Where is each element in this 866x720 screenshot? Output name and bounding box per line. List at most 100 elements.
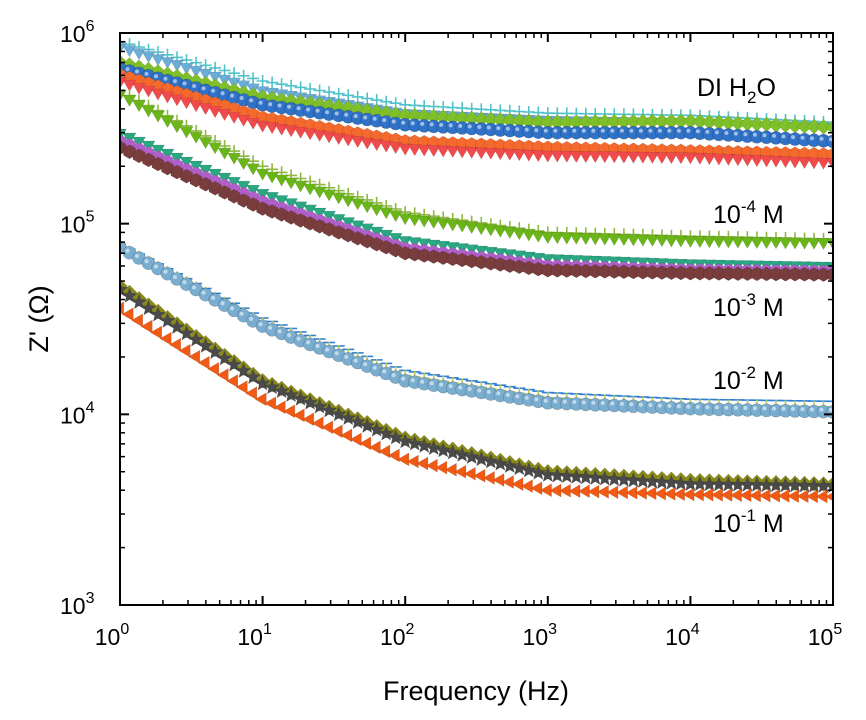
- y-tick-label: 104: [60, 399, 95, 428]
- data-point: [237, 193, 250, 208]
- curve-label-part: 10: [713, 510, 741, 538]
- data-point-highlight: [239, 311, 244, 316]
- data-point: [379, 140, 394, 153]
- data-point: [256, 201, 269, 216]
- data-point: [284, 177, 299, 190]
- data-point: [825, 119, 833, 136]
- data-point: [331, 133, 346, 146]
- curve-label-part: 2: [747, 88, 756, 107]
- y-tick-exponent: 6: [86, 18, 95, 35]
- data-point: [434, 441, 452, 458]
- data-point-highlight: [676, 128, 681, 133]
- data-point-highlight: [819, 136, 824, 141]
- data-point-highlight: [372, 365, 377, 370]
- data-point: [607, 234, 622, 246]
- y-tick-label: 106: [60, 18, 95, 47]
- y-axis-title: Z' (Ω): [24, 285, 54, 352]
- data-point: [474, 223, 489, 236]
- data-point: [787, 117, 803, 134]
- data-point-highlight: [572, 128, 577, 133]
- data-point: [293, 201, 308, 214]
- data-point: [189, 65, 204, 78]
- data-point: [218, 185, 231, 200]
- data-point: [720, 476, 737, 492]
- data-point: [187, 331, 205, 347]
- data-point: [379, 240, 393, 255]
- data-point-highlight: [230, 306, 235, 311]
- data-point: [626, 234, 641, 247]
- data-point-highlight: [762, 133, 767, 138]
- data-point: [199, 177, 212, 192]
- data-point: [358, 417, 376, 434]
- data-point-highlight: [353, 358, 358, 363]
- y-tick-base: 10: [60, 212, 86, 238]
- curve-label: DI H2O: [697, 74, 776, 107]
- data-point-highlight: [144, 71, 149, 76]
- data-point-highlight: [220, 91, 225, 96]
- data-point: [320, 401, 338, 418]
- data-point: [826, 267, 833, 282]
- data-point: [578, 151, 593, 164]
- data-point-highlight: [315, 108, 320, 113]
- data-point: [531, 150, 546, 163]
- data-point: [303, 183, 318, 196]
- data-point: [530, 464, 547, 480]
- data-point-highlight: [173, 275, 177, 279]
- data-point: [285, 79, 298, 92]
- x-tick-label: 102: [380, 621, 415, 650]
- data-point-highlight: [496, 391, 501, 396]
- data-point: [360, 234, 374, 249]
- data-point-highlight: [686, 128, 691, 133]
- data-point: [160, 57, 175, 70]
- data-point: [464, 147, 479, 159]
- data-point: [198, 103, 213, 116]
- data-point-highlight: [553, 128, 558, 133]
- data-point: [749, 155, 764, 168]
- series-layer: [120, 35, 833, 504]
- data-point-highlight: [534, 397, 539, 402]
- data-point: [730, 115, 746, 132]
- data-point-highlight: [600, 401, 605, 406]
- data-point-highlight: [562, 399, 567, 404]
- data-point-highlight: [325, 347, 330, 352]
- data-point: [188, 349, 201, 364]
- data-point: [512, 228, 527, 241]
- data-point-highlight: [791, 135, 795, 140]
- data-point: [122, 45, 137, 58]
- data-point: [150, 325, 162, 340]
- curve-label: 10-1 M: [713, 506, 784, 538]
- data-point-highlight: [733, 405, 738, 410]
- x-tick-exponent: 1: [263, 621, 272, 638]
- data-point: [520, 461, 538, 478]
- curve-label-part: -2: [741, 363, 756, 382]
- data-point: [360, 201, 375, 214]
- data-point-highlight: [268, 325, 273, 330]
- data-point: [122, 79, 137, 92]
- data-point: [788, 156, 802, 169]
- data-point-highlight: [192, 84, 197, 88]
- data-point: [520, 479, 533, 494]
- data-point: [416, 456, 429, 471]
- data-point: [216, 368, 229, 382]
- data-point: [351, 231, 365, 246]
- data-point-highlight: [467, 387, 472, 391]
- data-point: [313, 84, 326, 97]
- data-point: [141, 85, 156, 98]
- data-point: [435, 460, 448, 475]
- data-point: [778, 237, 793, 250]
- data-point: [274, 174, 289, 187]
- data-point: [464, 222, 479, 235]
- data-point: [235, 380, 248, 395]
- data-point-highlight: [239, 96, 244, 100]
- data-point: [625, 113, 642, 130]
- data-point-highlight: [714, 405, 719, 410]
- data-point: [330, 424, 343, 439]
- data-point: [322, 189, 337, 202]
- data-point-highlight: [467, 124, 472, 129]
- data-point: [768, 117, 784, 133]
- data-point: [502, 148, 517, 161]
- data-point: [634, 472, 652, 489]
- data-point: [749, 116, 765, 132]
- data-point: [749, 237, 764, 250]
- data-point: [311, 416, 324, 431]
